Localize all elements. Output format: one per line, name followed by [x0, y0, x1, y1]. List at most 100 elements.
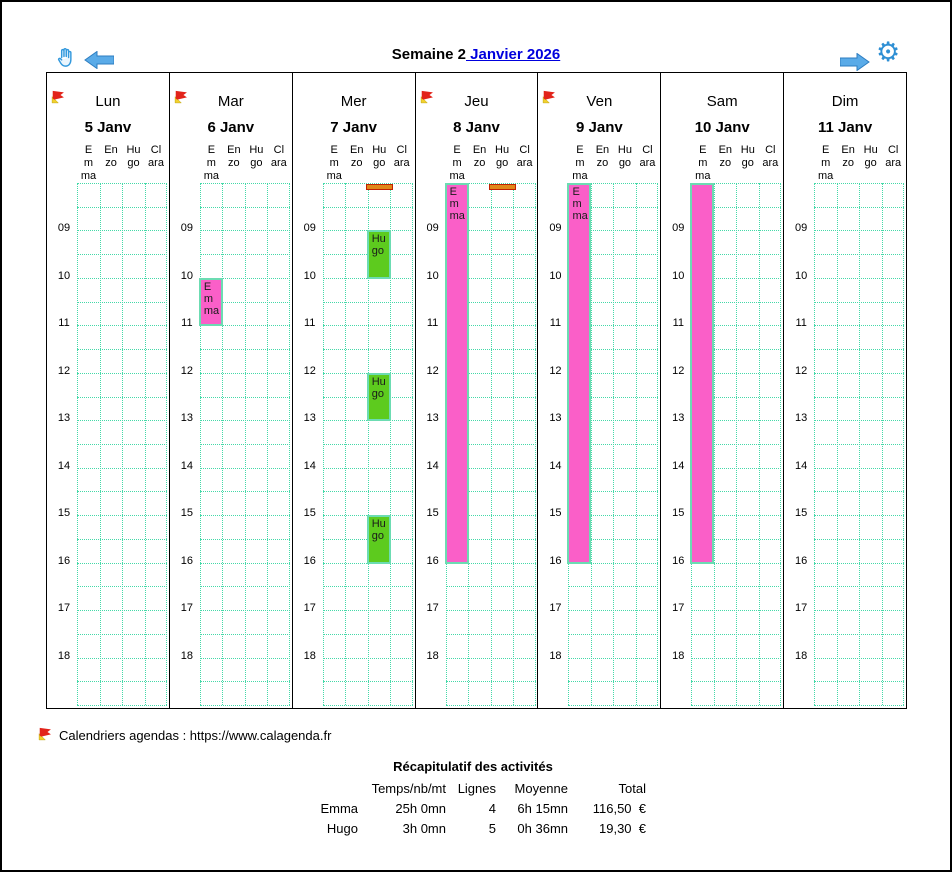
summary-table: Temps/nb/mt Lignes Moyenne Total Emma 25h 0mn… — [300, 778, 646, 838]
day-grid[interactable] — [77, 183, 167, 706]
time-label: 13 — [549, 412, 562, 425]
day-date-label: 7 Janv — [330, 119, 377, 136]
grid-line — [568, 562, 659, 564]
event-marker-hugo[interactable] — [365, 184, 393, 190]
time-label: 12 — [795, 364, 808, 377]
grid-line — [199, 420, 290, 422]
grid-line — [199, 183, 290, 184]
time-label: 15 — [180, 507, 193, 520]
day-header-lun[interactable]: Lun 5 Janv — [47, 73, 169, 181]
day-name-label: Lun — [95, 93, 121, 110]
time-label: 16 — [795, 554, 808, 567]
grid-line — [199, 277, 290, 279]
grid-line — [445, 705, 536, 706]
grid-line — [77, 562, 167, 564]
grid-line — [445, 681, 536, 683]
time-label: 15 — [672, 507, 685, 520]
time-label: 11 — [672, 317, 684, 330]
grid-line — [77, 277, 167, 279]
grid-line — [77, 657, 167, 659]
day-grid[interactable] — [814, 183, 905, 706]
next-week-arrow-icon[interactable] — [839, 52, 870, 76]
grid-line — [322, 206, 413, 208]
grid-line — [445, 562, 536, 564]
grid-line — [77, 633, 167, 635]
event-hugo[interactable]: Hu go — [366, 515, 391, 564]
time-label: 18 — [57, 649, 71, 662]
grid-line — [814, 586, 905, 588]
grid-line — [691, 562, 782, 564]
day-grid[interactable]: Hu go Hu go Hu go — [322, 183, 413, 706]
grid-line — [568, 610, 659, 612]
pan-hand-icon[interactable] — [54, 46, 77, 74]
gear-icon[interactable]: ⚙ — [876, 37, 901, 67]
time-label: 10 — [180, 269, 193, 282]
day-header-jeu[interactable]: Jeu 8 Janv — [416, 73, 538, 181]
grid-line — [77, 467, 167, 469]
day-grid[interactable] — [690, 183, 782, 706]
time-label: 11 — [304, 317, 316, 330]
grid-line — [77, 349, 167, 351]
grid-line — [691, 610, 782, 612]
event-hugo[interactable]: Hu go — [366, 230, 391, 279]
time-label: 18 — [672, 649, 685, 662]
grid-line — [814, 372, 905, 374]
day-date-label: 5 Janv — [84, 119, 132, 136]
person-header-enzo: En zo — [841, 144, 855, 169]
time-label: 10 — [303, 269, 316, 282]
month-link[interactable]: Janvier 2026 — [465, 46, 561, 63]
grid-line — [691, 254, 782, 256]
day-header-dim[interactable]: Dim 11 Janv — [784, 73, 906, 181]
grid-line — [691, 491, 782, 493]
summary-cell: 19,30 € — [599, 820, 646, 836]
day-header-sam[interactable]: Sam 10 Janv — [661, 73, 783, 181]
event-emma[interactable] — [690, 183, 715, 564]
day-name-label: Ven — [586, 93, 613, 110]
credit-line: Calendriers agendas : https://www.calage… — [38, 727, 331, 744]
grid-line — [814, 206, 905, 208]
grid-line — [445, 538, 536, 540]
grid-line — [77, 206, 167, 208]
day-date-label: 11 Janv — [817, 119, 873, 136]
time-label: 14 — [180, 459, 193, 472]
grid-line — [199, 657, 290, 659]
day-header-ven[interactable]: Ven 9 Janv — [538, 73, 660, 181]
grid-line — [199, 444, 290, 445]
day-name-label: Sam — [706, 93, 738, 110]
event-marker-hugo[interactable] — [488, 184, 516, 190]
person-header-enzo: En zo — [472, 144, 487, 169]
flag-icon — [38, 727, 52, 744]
day-header-mar[interactable]: Mar 6 Janv — [170, 73, 292, 181]
time-label: 09 — [180, 222, 193, 235]
flag-icon — [174, 90, 188, 104]
time-label: 14 — [426, 459, 439, 472]
grid-line — [691, 705, 782, 706]
grid-line — [322, 657, 413, 659]
grid-line — [322, 681, 413, 683]
grid-line — [568, 467, 659, 469]
time-label: 12 — [549, 364, 562, 377]
grid-line — [691, 681, 782, 683]
event-hugo[interactable]: Hu go — [366, 372, 391, 422]
flag-icon — [542, 90, 556, 104]
time-label: 17 — [549, 602, 562, 615]
grid-line — [445, 444, 536, 445]
grid-line — [814, 491, 905, 493]
grid-line — [77, 230, 167, 232]
grid-line — [814, 538, 905, 540]
grid-line — [445, 230, 536, 232]
grid-line — [691, 277, 782, 279]
day-header-mer[interactable]: Mer 7 Janv — [293, 73, 415, 181]
time-label: 09 — [672, 222, 685, 235]
previous-week-arrow-icon[interactable] — [84, 50, 115, 74]
